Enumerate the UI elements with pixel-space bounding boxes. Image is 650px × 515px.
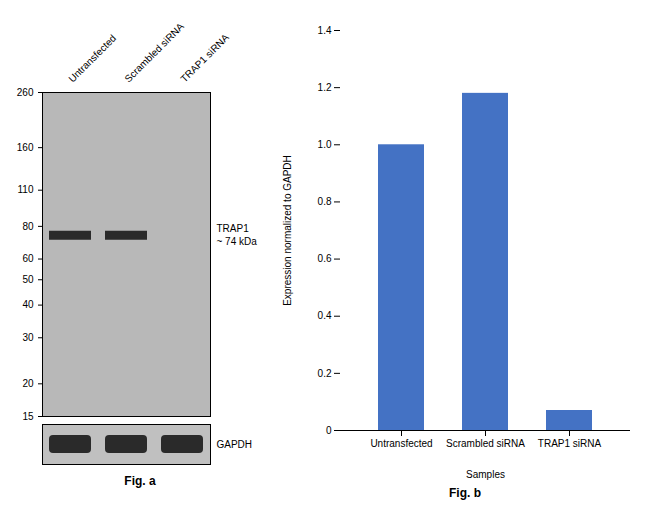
svg-text:0.8: 0.8	[318, 196, 332, 207]
svg-text:1.2: 1.2	[318, 82, 332, 93]
svg-text:Scrambled siRNA: Scrambled siRNA	[122, 21, 186, 85]
svg-text:110: 110	[18, 184, 34, 195]
svg-text:20: 20	[22, 378, 34, 389]
svg-text:TRAP1: TRAP1	[217, 223, 250, 234]
svg-text:0: 0	[326, 425, 332, 436]
svg-text:160: 160	[17, 142, 34, 153]
svg-text:1.0: 1.0	[318, 139, 332, 150]
svg-text:Untransfected: Untransfected	[66, 33, 118, 85]
svg-text:260: 260	[17, 87, 34, 98]
svg-text:30: 30	[22, 332, 34, 343]
svg-text:1.4: 1.4	[318, 25, 332, 36]
svg-text:~ 74 kDa: ~ 74 kDa	[217, 236, 258, 247]
svg-text:15: 15	[22, 411, 34, 420]
svg-text:0.2: 0.2	[318, 368, 332, 379]
svg-text:Samples: Samples	[466, 469, 505, 480]
svg-text:80: 80	[22, 221, 34, 232]
svg-text:40: 40	[22, 299, 34, 310]
svg-text:Expression normalized to GAPDH: Expression normalized to GAPDH	[282, 155, 293, 306]
html-text:Fig. b: Fig. b	[449, 486, 481, 500]
svg-text:TRAP1 siRNA: TRAP1 siRNA	[178, 32, 231, 85]
svg-text:0.6: 0.6	[318, 253, 332, 264]
svg-text:TRAP1 siRNA: TRAP1 siRNA	[538, 438, 602, 449]
svg-text:Untransfected: Untransfected	[370, 438, 432, 449]
svg-text:50: 50	[22, 274, 34, 285]
svg-text:0.4: 0.4	[318, 310, 332, 321]
svg-text:GAPDH: GAPDH	[217, 439, 253, 450]
svg-text:Scrambled siRNA: Scrambled siRNA	[446, 438, 525, 449]
svg-text:60: 60	[22, 253, 34, 264]
html-text:Fig. a: Fig. a	[124, 474, 156, 488]
